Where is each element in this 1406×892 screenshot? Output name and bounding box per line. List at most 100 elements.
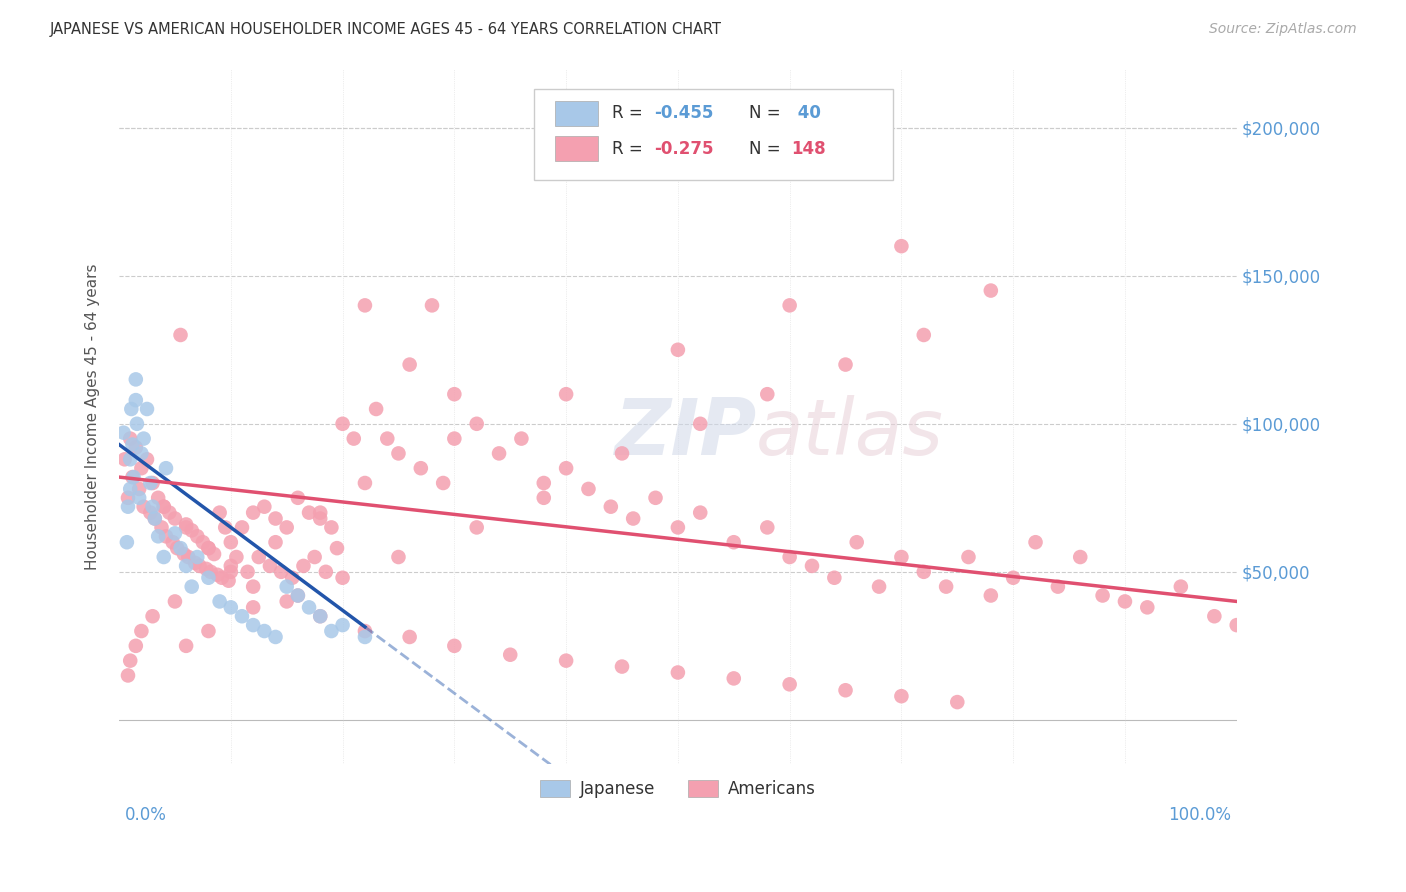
Point: [121, 437, 143, 451]
Point: [398, 358, 420, 372]
Point: [207, 567, 229, 582]
Point: [1114, 594, 1136, 608]
Point: [287, 589, 309, 603]
Point: [332, 571, 354, 585]
Point: [465, 520, 488, 534]
Text: JAPANESE VS AMERICAN HOUSEHOLDER INCOME AGES 45 - 64 YEARS CORRELATION CHART: JAPANESE VS AMERICAN HOUSEHOLDER INCOME …: [49, 22, 721, 37]
Point: [465, 417, 488, 431]
Point: [219, 565, 242, 579]
Point: [253, 624, 276, 638]
Point: [122, 470, 145, 484]
Point: [555, 387, 578, 401]
Point: [343, 432, 366, 446]
Text: atlas: atlas: [756, 394, 943, 471]
Point: [180, 580, 202, 594]
Point: [823, 571, 845, 585]
Point: [219, 535, 242, 549]
Text: -0.275: -0.275: [654, 140, 713, 158]
Point: [121, 470, 143, 484]
Point: [610, 446, 633, 460]
Point: [309, 511, 332, 525]
Point: [115, 535, 138, 549]
Point: [136, 402, 159, 417]
Point: [231, 609, 253, 624]
Point: [354, 475, 377, 490]
Point: [868, 580, 890, 594]
Point: [143, 511, 166, 525]
Point: [125, 441, 148, 455]
Point: [980, 589, 1002, 603]
Point: [264, 511, 287, 525]
Point: [197, 541, 219, 556]
Point: [132, 432, 155, 446]
Point: [321, 520, 343, 534]
Point: [332, 618, 354, 632]
Point: [152, 549, 174, 564]
Point: [309, 609, 332, 624]
Point: [186, 549, 208, 564]
Text: -0.455: -0.455: [654, 104, 713, 122]
Point: [1170, 580, 1192, 594]
Point: [125, 417, 148, 431]
Point: [163, 511, 186, 525]
Point: [946, 695, 969, 709]
Point: [120, 654, 142, 668]
Point: [155, 461, 177, 475]
Point: [150, 520, 173, 534]
Point: [779, 677, 801, 691]
Point: [276, 580, 298, 594]
Point: [578, 482, 600, 496]
Point: [146, 491, 169, 505]
Point: [125, 393, 148, 408]
Point: [689, 417, 711, 431]
Point: [387, 446, 409, 460]
Point: [555, 461, 578, 475]
Point: [155, 529, 177, 543]
Text: 100.0%: 100.0%: [1168, 806, 1232, 824]
Point: [533, 475, 555, 490]
Point: [117, 491, 139, 505]
Point: [169, 541, 191, 556]
Point: [276, 520, 298, 534]
Point: [112, 425, 135, 440]
Point: [398, 630, 420, 644]
Point: [890, 689, 912, 703]
Point: [173, 547, 195, 561]
Point: [142, 609, 165, 624]
Point: [1069, 549, 1091, 564]
Point: [890, 239, 912, 253]
Point: [174, 558, 197, 573]
Point: [321, 624, 343, 638]
Point: [132, 500, 155, 514]
Text: 40: 40: [792, 104, 821, 122]
Point: [114, 452, 136, 467]
Point: [225, 549, 247, 564]
Point: [236, 565, 259, 579]
Point: [375, 432, 398, 446]
Point: [146, 529, 169, 543]
Point: [197, 571, 219, 585]
Point: [756, 520, 779, 534]
Point: [231, 520, 253, 534]
Point: [1025, 535, 1047, 549]
Point: [177, 549, 200, 564]
Point: [298, 600, 321, 615]
Point: [354, 630, 377, 644]
Point: [166, 541, 188, 556]
Point: [443, 387, 465, 401]
Point: [666, 665, 689, 680]
Point: [219, 600, 242, 615]
Point: [281, 571, 304, 585]
Point: [270, 565, 292, 579]
Point: [326, 541, 349, 556]
Point: [756, 387, 779, 401]
Point: [276, 594, 298, 608]
Point: [834, 358, 856, 372]
Point: [298, 506, 321, 520]
Text: 0.0%: 0.0%: [125, 806, 166, 824]
Point: [214, 520, 236, 534]
Point: [219, 558, 242, 573]
Point: [555, 654, 578, 668]
Point: [845, 535, 868, 549]
Point: [264, 535, 287, 549]
